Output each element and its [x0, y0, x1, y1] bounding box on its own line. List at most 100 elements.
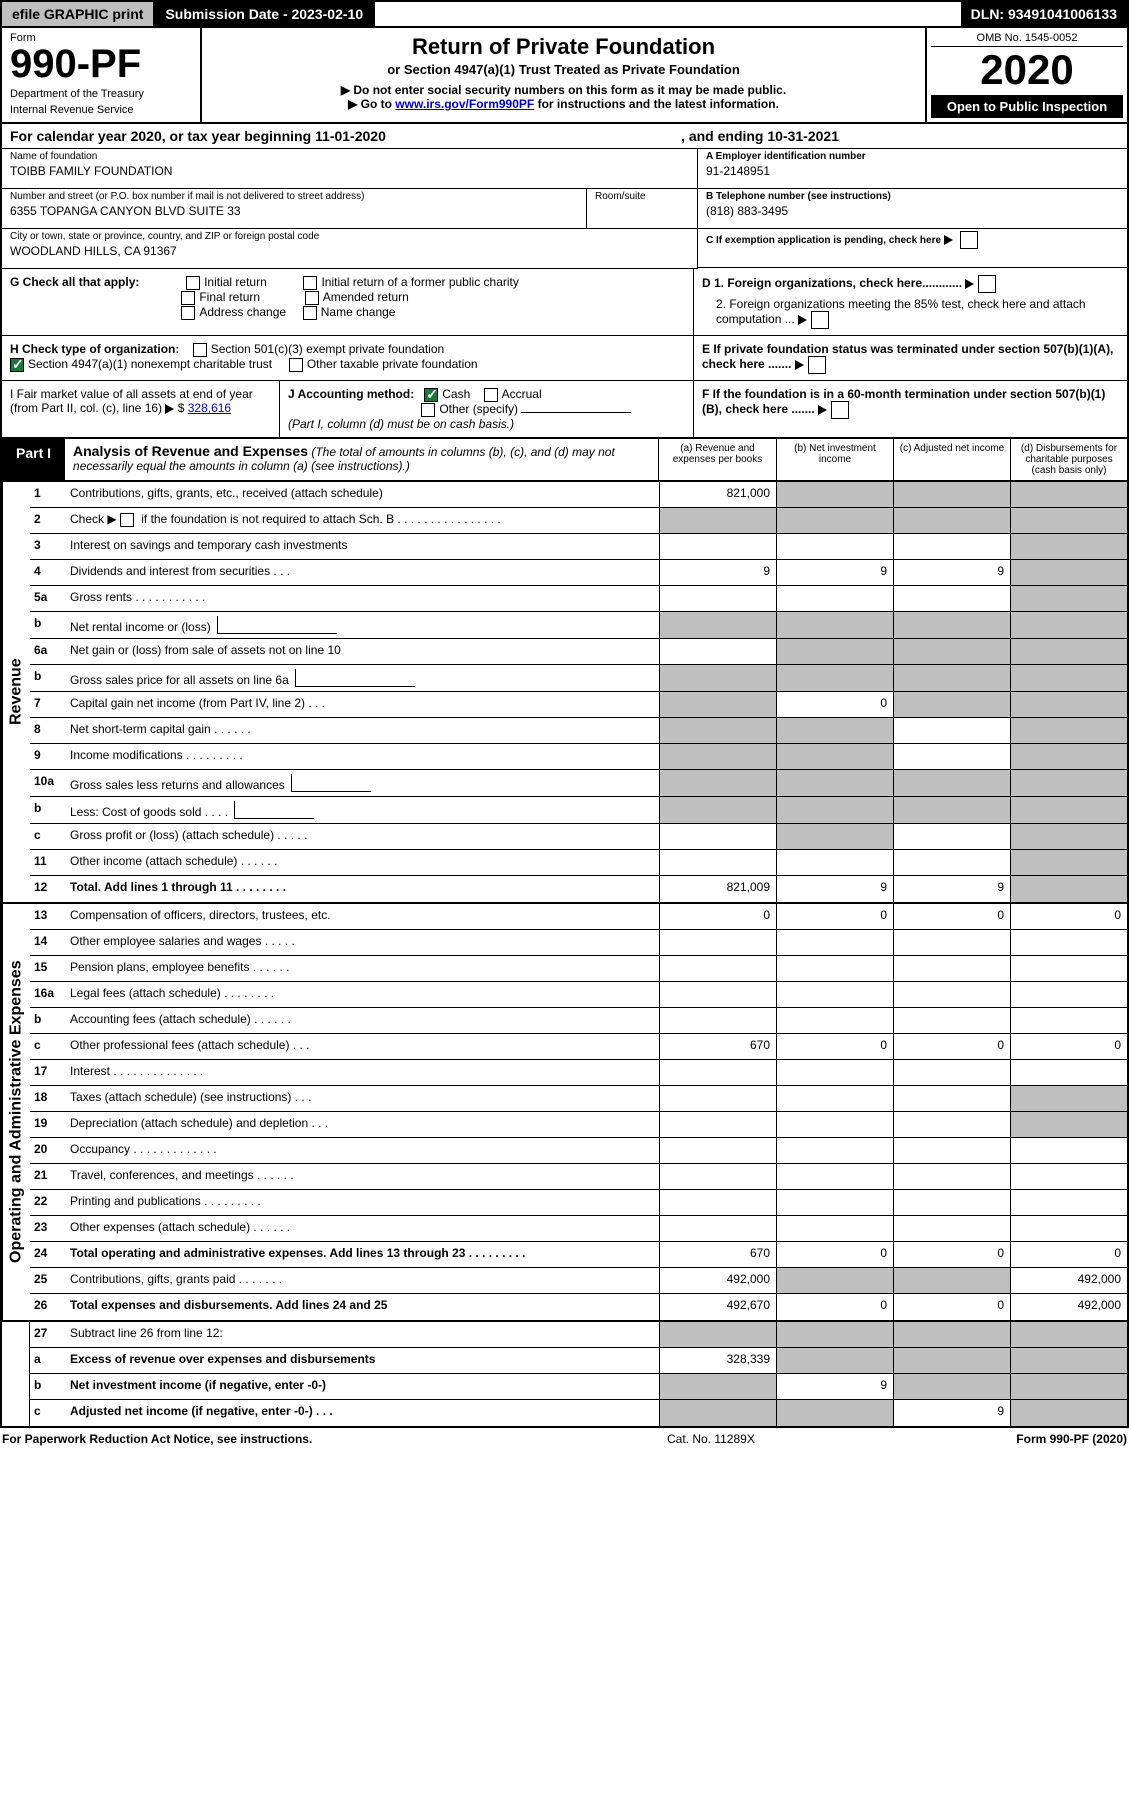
row-desc: Contributions, gifts, grants, etc., rece… [66, 482, 659, 507]
check-block: G Check all that apply: Initial return I… [0, 269, 1129, 439]
cell-c [893, 482, 1010, 507]
efile-print-button[interactable]: efile GRAPHIC print [2, 2, 155, 26]
g-row: G Check all that apply: Initial return I… [2, 269, 1127, 336]
row-num: c [30, 1034, 66, 1059]
d1-checkbox[interactable] [978, 275, 996, 293]
e-block: E If private foundation status was termi… [693, 336, 1119, 380]
row-desc: Net short-term capital gain . . . . . . [66, 718, 659, 743]
city-cell: City or town, state or province, country… [2, 229, 697, 269]
irs-link[interactable]: www.irs.gov/Form990PF [395, 97, 534, 111]
row-num: 3 [30, 534, 66, 559]
foundation-name: TOIBB FAMILY FOUNDATION [10, 164, 689, 178]
cell-d [1010, 1322, 1127, 1347]
amended-return-label: Amended return [323, 290, 409, 304]
row-num: b [30, 797, 66, 823]
cell-b [776, 1348, 893, 1373]
row-21: 21Travel, conferences, and meetings . . … [30, 1164, 1127, 1190]
address-change-checkbox[interactable] [181, 306, 195, 320]
row-16a: 16aLegal fees (attach schedule) . . . . … [30, 982, 1127, 1008]
amended-return-checkbox[interactable] [305, 291, 319, 305]
form-title: Return of Private Foundation [208, 34, 919, 60]
calendar-year-row: For calendar year 2020, or tax year begi… [0, 124, 1129, 149]
note2-pre: ▶ Go to [348, 97, 395, 111]
footer-left: For Paperwork Reduction Act Notice, see … [2, 1432, 667, 1446]
cell-d: 0 [1010, 1034, 1127, 1059]
cell-d [1010, 1374, 1127, 1399]
row-20: 20Occupancy . . . . . . . . . . . . . [30, 1138, 1127, 1164]
initial-return-label: Initial return [204, 275, 267, 289]
h-4947-checkbox[interactable] [10, 358, 24, 372]
footer-form: Form 990-PF (2020) [927, 1432, 1127, 1446]
g-label: G Check all that apply: [10, 275, 139, 289]
cell-c: 0 [893, 904, 1010, 929]
topbar: efile GRAPHIC print Submission Date - 20… [0, 0, 1129, 28]
cell-c: 0 [893, 1034, 1010, 1059]
cell-c [893, 1268, 1010, 1293]
inline-box [295, 669, 415, 687]
row-num: 9 [30, 744, 66, 769]
cell-b: 9 [776, 560, 893, 585]
cash-label: Cash [442, 387, 470, 401]
name-label: Name of foundation [10, 151, 689, 162]
dept-treasury: Department of the Treasury [10, 88, 192, 100]
inline-box [291, 774, 371, 792]
cell-a [659, 665, 776, 691]
d2-checkbox[interactable] [811, 311, 829, 329]
header-right: OMB No. 1545-0052 2020 Open to Public In… [927, 28, 1127, 122]
c-checkbox[interactable] [960, 231, 978, 249]
e-checkbox[interactable] [808, 356, 826, 374]
row-num: c [30, 1400, 66, 1426]
other-method-checkbox[interactable] [421, 403, 435, 417]
cell-b [776, 930, 893, 955]
cell-c: 9 [893, 876, 1010, 902]
h-4947-label: Section 4947(a)(1) nonexempt charitable … [28, 357, 272, 371]
final-return-checkbox[interactable] [181, 291, 195, 305]
initial-return-checkbox[interactable] [186, 276, 200, 290]
cell-a [659, 1400, 776, 1426]
row-7: 7Capital gain net income (from Part IV, … [30, 692, 1127, 718]
cell-b [776, 770, 893, 796]
cell-c [893, 1374, 1010, 1399]
cell-c [893, 770, 1010, 796]
row-desc: Less: Cost of goods sold . . . . [66, 797, 659, 823]
cell-c [893, 850, 1010, 875]
row-desc: Subtract line 26 from line 12: [66, 1322, 659, 1347]
row-num: b [30, 665, 66, 691]
cell-b [776, 665, 893, 691]
cell-a [659, 718, 776, 743]
fmv-link[interactable]: 328,616 [188, 401, 231, 415]
f-checkbox[interactable] [831, 401, 849, 419]
schB-checkbox[interactable] [120, 513, 134, 527]
cell-c: 0 [893, 1294, 1010, 1320]
cell-d [1010, 1348, 1127, 1373]
row-desc: Gross profit or (loss) (attach schedule)… [66, 824, 659, 849]
row-desc: Gross sales less returns and allowances [66, 770, 659, 796]
accrual-checkbox[interactable] [484, 388, 498, 402]
cell-c [893, 1216, 1010, 1241]
cash-checkbox[interactable] [424, 388, 438, 402]
expenses-table: Operating and Administrative Expenses 13… [0, 904, 1129, 1322]
cell-a [659, 586, 776, 611]
e-label: E If private foundation status was termi… [702, 342, 1113, 371]
row-num: b [30, 1008, 66, 1033]
cell-a [659, 850, 776, 875]
h-other-checkbox[interactable] [289, 358, 303, 372]
page-footer: For Paperwork Reduction Act Notice, see … [0, 1428, 1129, 1450]
cell-b [776, 1086, 893, 1111]
arrow-icon [965, 279, 974, 289]
cell-c [893, 639, 1010, 664]
initial-former-checkbox[interactable] [303, 276, 317, 290]
cell-a [659, 1322, 776, 1347]
accrual-label: Accrual [502, 387, 542, 401]
row-10b: bLess: Cost of goods sold . . . . [30, 797, 1127, 824]
cell-b [776, 1190, 893, 1215]
cell-d: 492,000 [1010, 1268, 1127, 1293]
h-501-checkbox[interactable] [193, 343, 207, 357]
h-501-label: Section 501(c)(3) exempt private foundat… [211, 342, 444, 356]
phone-cell: B Telephone number (see instructions) (8… [698, 189, 1127, 229]
cell-d [1010, 665, 1127, 691]
cell-b [776, 744, 893, 769]
row-27b: bNet investment income (if negative, ent… [30, 1374, 1127, 1400]
name-change-checkbox[interactable] [303, 306, 317, 320]
ein-value: 91-2148951 [706, 164, 1119, 178]
